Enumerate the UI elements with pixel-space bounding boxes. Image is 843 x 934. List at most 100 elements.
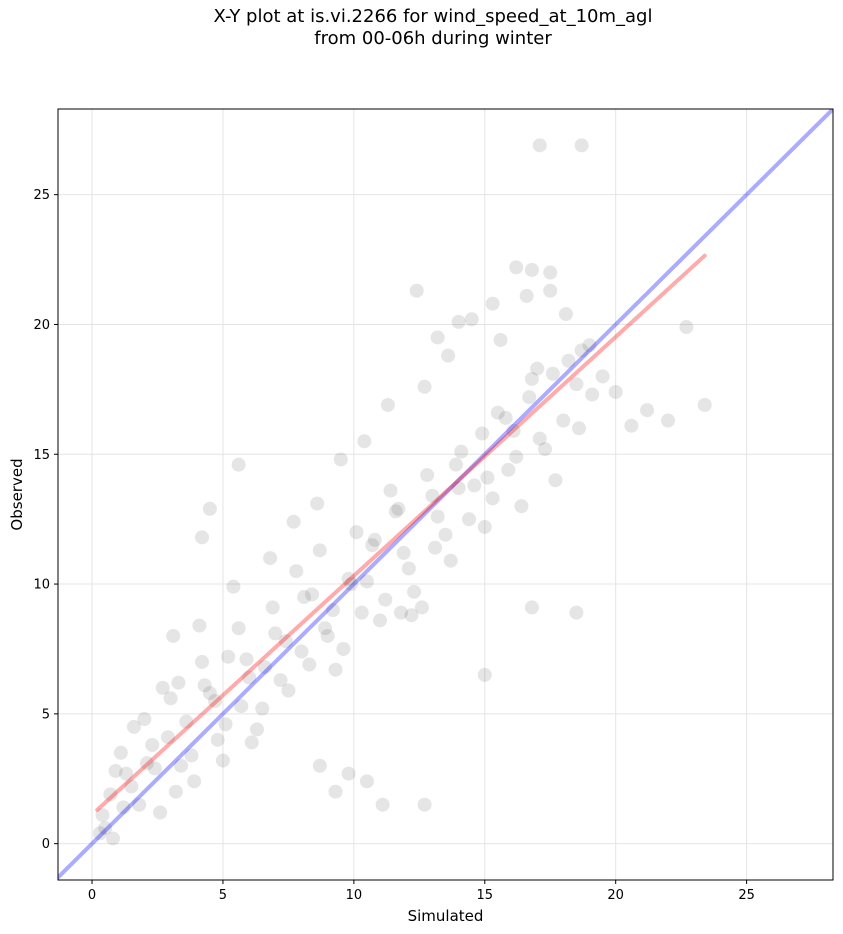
scatter-point <box>428 540 443 555</box>
scatter-point <box>132 797 147 812</box>
scatter-point <box>582 338 597 353</box>
scatter-point <box>404 608 419 623</box>
x-tick-label: 10 <box>346 888 363 903</box>
scatter-point <box>498 410 513 425</box>
scatter-point <box>393 605 408 620</box>
scatter-point <box>509 449 524 464</box>
scatter-point <box>294 644 309 659</box>
scatter-point <box>98 821 113 836</box>
scatter-point <box>409 283 424 298</box>
scatter-point <box>401 561 416 576</box>
scatter-point <box>195 530 210 545</box>
scatter-point <box>441 348 456 363</box>
scatter-point <box>417 379 432 394</box>
scatter-point <box>168 784 183 799</box>
scatter-point <box>572 421 587 436</box>
scatter-point <box>532 431 547 446</box>
scatter-point <box>202 686 217 701</box>
y-tick-label: 25 <box>33 188 50 203</box>
y-tick-label: 10 <box>33 578 50 593</box>
grid <box>58 109 833 880</box>
scatter-point <box>215 753 230 768</box>
scatter-point <box>160 730 175 745</box>
scatter-point <box>420 468 435 483</box>
scatter-point <box>226 579 241 594</box>
scatter-point <box>485 491 500 506</box>
scatter-point <box>480 470 495 485</box>
scatter-point <box>378 592 393 607</box>
scatter-point <box>208 693 223 708</box>
scatter-point <box>145 738 160 753</box>
scatter-point <box>318 621 333 636</box>
scatter-point <box>244 735 259 750</box>
scatter-point <box>383 483 398 498</box>
scatter-point <box>477 667 492 682</box>
scatter-point <box>443 553 458 568</box>
scatter-point <box>522 390 537 405</box>
scatter-point <box>268 626 283 641</box>
scatter-point <box>448 457 463 472</box>
scatter-point <box>506 423 521 438</box>
scatter-point <box>451 314 466 329</box>
scatter-point <box>530 361 545 376</box>
scatter-point <box>105 831 120 846</box>
scatter-point <box>548 473 563 488</box>
scatter-point <box>310 496 325 511</box>
scatter-point <box>304 587 319 602</box>
scatter-point <box>569 377 584 392</box>
scatter-point <box>574 343 589 358</box>
scatter-point <box>490 405 505 420</box>
scatter-point <box>336 641 351 656</box>
regression-line <box>95 253 707 812</box>
scatter-point <box>514 499 529 514</box>
chart-title-block: X-Y plot at is.vi.2266 for wind_speed_at… <box>0 6 843 50</box>
scatter-point <box>286 514 301 529</box>
scatter-point <box>454 444 469 459</box>
scatter-point <box>430 330 445 345</box>
scatter-point <box>312 543 327 558</box>
scatter-point <box>187 774 202 789</box>
scatter-point <box>388 504 403 519</box>
scatter-point <box>359 774 374 789</box>
scatter-point <box>519 288 534 303</box>
y-tick-label: 5 <box>42 707 50 722</box>
scatter-point <box>375 797 390 812</box>
scatter-point <box>166 628 181 643</box>
scatter-point <box>543 265 558 280</box>
scatter-point <box>585 387 600 402</box>
x-tick-label: 15 <box>477 888 494 903</box>
scatter-point <box>464 312 479 327</box>
scatter-point <box>493 333 508 348</box>
scatter-point <box>103 787 118 802</box>
scatter-point <box>365 538 380 553</box>
chart-subtitle: from 00-06h during winter <box>314 28 552 49</box>
scatter-point <box>281 683 296 698</box>
scatter-point <box>234 699 249 714</box>
scatter-point <box>524 262 539 277</box>
scatter-points <box>92 138 712 846</box>
scatter-point <box>195 654 210 669</box>
plot-frame <box>57 108 834 881</box>
y-tick-label: 20 <box>33 318 50 333</box>
scatter-point <box>278 634 293 649</box>
scatter-point <box>192 618 207 633</box>
x-tick-label: 20 <box>607 888 624 903</box>
scatter-point <box>501 462 516 477</box>
scatter-point <box>543 283 558 298</box>
scatter-point <box>257 660 272 675</box>
scatter-point <box>537 442 552 457</box>
scatter-point <box>545 366 560 381</box>
scatter-point <box>126 719 141 734</box>
scatter-point <box>255 701 270 716</box>
scatter-point <box>344 577 359 592</box>
scatter-point <box>349 525 364 540</box>
scatter-point <box>354 605 369 620</box>
scatter-point <box>407 584 422 599</box>
scatter-point <box>396 545 411 560</box>
scatter-point <box>624 418 639 433</box>
y-tick-label: 15 <box>33 448 50 463</box>
scatter-point <box>273 673 288 688</box>
scatter-point <box>171 675 186 690</box>
scatter-point <box>113 745 128 760</box>
